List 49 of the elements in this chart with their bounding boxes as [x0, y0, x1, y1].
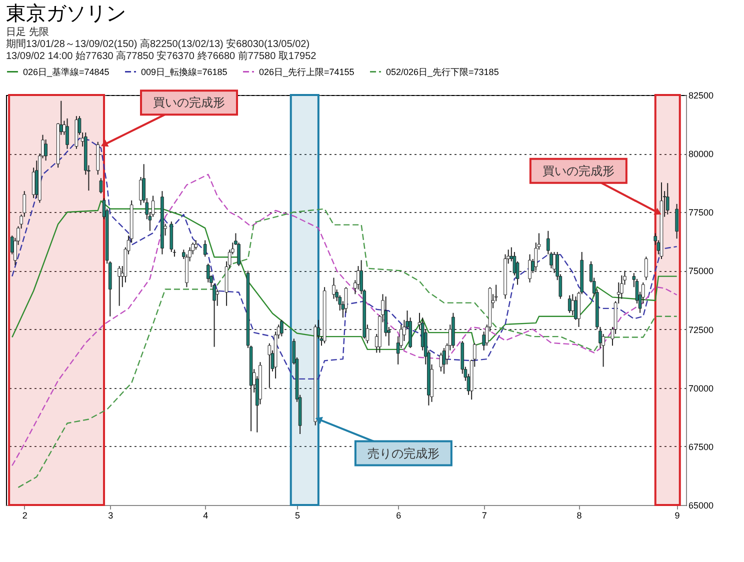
x-tick-label: 7 — [482, 510, 487, 520]
x-tick-label: 5 — [294, 510, 300, 520]
candlestick — [442, 348, 446, 374]
x-tick-label: 9 — [674, 510, 680, 520]
candlestick — [552, 251, 556, 274]
candlestick — [268, 342, 272, 388]
candlestick — [332, 277, 336, 300]
y-tick-label: 77500 — [688, 208, 714, 218]
candlestick — [280, 319, 284, 337]
x-tick-label: 4 — [203, 510, 208, 520]
candlestick — [118, 266, 121, 306]
candlestick — [194, 240, 198, 250]
chart-subtitle: 日足 先限 — [6, 26, 49, 38]
y-tick-label: 75000 — [688, 266, 714, 276]
annotation: 買いの完成形 — [153, 96, 226, 110]
candlestick — [216, 288, 219, 306]
legend-label: 052/026日_先行下限=73185 — [386, 66, 499, 77]
x-tick-label: 8 — [576, 510, 582, 520]
y-tick-label: 67500 — [688, 442, 714, 452]
candlestick — [568, 294, 572, 314]
candlestick — [139, 176, 142, 206]
candlestick — [644, 256, 648, 281]
y-tick-label: 65000 — [688, 500, 714, 510]
legend-label: 026日_先行上限=74155 — [259, 66, 354, 77]
candlestick — [666, 182, 670, 215]
candlestick — [206, 263, 210, 283]
candlestick — [620, 274, 624, 300]
legend-label: 026日_基準線=74845 — [23, 66, 110, 77]
text: 期間13/01/28～13/09/02(150) 高82250(13/02/13) 安68030(13/05/02) — [6, 38, 310, 50]
y-tick-label: 70000 — [688, 383, 714, 394]
candlestick — [571, 294, 574, 316]
candlestick — [439, 352, 443, 372]
y-tick-label: 80000 — [688, 149, 714, 160]
annotation: 売りの完成形 — [367, 446, 440, 460]
chart-title: 東京ガソリン — [6, 3, 126, 25]
x-tick-label: 2 — [22, 510, 28, 520]
legend-label: 009日_転換線=76185 — [141, 66, 228, 77]
y-tick-label: 82500 — [688, 90, 714, 100]
candlestick — [528, 254, 532, 283]
text: 13/09/02 14:00 始77630 高77850 安76370 終76680 前77580 取17952 — [6, 50, 317, 62]
x-tick-label: 6 — [396, 510, 402, 520]
annotation: 買いの完成形 — [542, 164, 614, 178]
candlestick — [344, 286, 348, 314]
candlestick — [356, 266, 360, 290]
y-tick-label: 72500 — [688, 324, 714, 335]
x-tick-label: 3 — [108, 510, 114, 520]
candlestick — [574, 296, 578, 320]
candlestick — [675, 203, 678, 240]
candlestick — [203, 240, 207, 258]
